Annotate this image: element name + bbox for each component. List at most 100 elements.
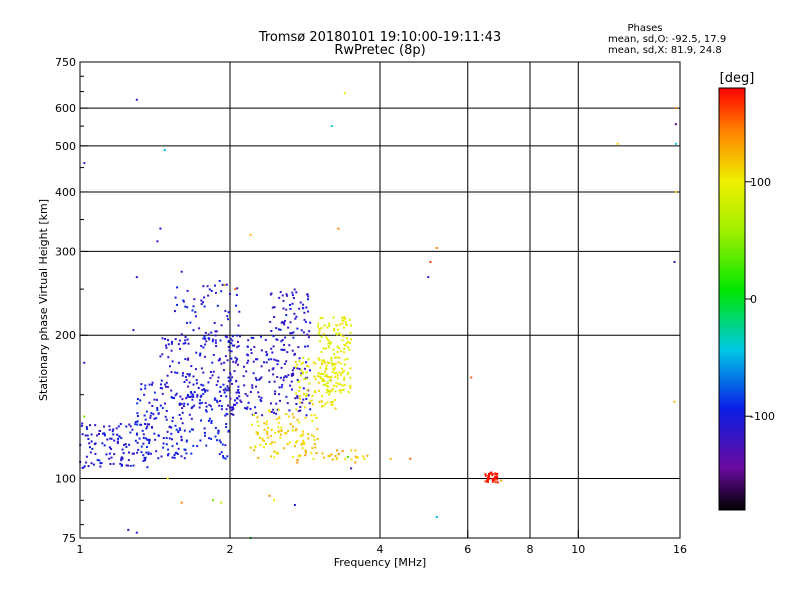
data-point (229, 372, 232, 375)
data-point (326, 361, 329, 364)
data-point (341, 339, 344, 342)
x-tick-labels: 1 2 4 6 8 10 16 (77, 530, 687, 556)
data-point (200, 394, 203, 397)
data-point (140, 451, 143, 454)
data-point (244, 407, 247, 410)
data-point (186, 403, 189, 406)
data-point (203, 431, 206, 434)
data-point (300, 329, 303, 332)
data-point (184, 342, 187, 345)
data-point (218, 357, 221, 360)
x-tick-label: 2 (227, 543, 234, 556)
data-point (89, 446, 91, 449)
data-point (326, 326, 329, 329)
data-point (337, 328, 340, 331)
data-point (319, 366, 322, 369)
data-point (283, 323, 286, 326)
data-point (328, 324, 331, 327)
data-point (209, 371, 212, 373)
data-point (246, 394, 249, 397)
data-point (282, 379, 285, 382)
data-point (151, 383, 153, 386)
data-point (224, 457, 227, 460)
data-point (280, 429, 283, 432)
data-point (165, 443, 168, 446)
data-point (340, 373, 342, 376)
data-point (200, 383, 203, 386)
data-point (212, 370, 215, 373)
data-point (303, 378, 306, 381)
data-point (320, 351, 323, 353)
data-point (189, 321, 192, 324)
data-point (192, 383, 195, 386)
data-point (343, 316, 346, 319)
data-point (321, 405, 323, 408)
data-point (182, 299, 185, 302)
data-point (128, 451, 130, 454)
data-point (270, 402, 272, 405)
data-point (209, 405, 212, 408)
data-point (170, 426, 173, 429)
data-point (234, 361, 237, 364)
data-point (197, 387, 200, 389)
data-point (337, 227, 340, 230)
data-point (224, 335, 227, 338)
data-point (190, 417, 193, 420)
data-point (210, 420, 213, 422)
data-point (171, 456, 174, 459)
data-point (144, 418, 147, 421)
data-point (285, 360, 288, 363)
data-point (144, 423, 146, 425)
x-tick-label: 16 (673, 543, 687, 556)
data-point (331, 458, 334, 461)
data-point (496, 481, 499, 484)
data-point (230, 413, 233, 415)
data-point (336, 374, 339, 377)
data-point (255, 379, 258, 381)
data-point (306, 364, 309, 367)
data-point (171, 340, 173, 343)
data-point (321, 379, 324, 382)
data-point (304, 454, 307, 457)
data-point (169, 365, 171, 368)
data-point (321, 452, 324, 455)
data-point (81, 422, 84, 425)
data-point (136, 451, 139, 454)
data-point (301, 361, 304, 364)
data-point (159, 404, 162, 407)
data-point (230, 409, 233, 412)
data-point (308, 402, 311, 405)
data-point (234, 288, 237, 291)
data-point (232, 360, 235, 363)
data-point (275, 418, 278, 420)
data-point (155, 450, 158, 453)
data-point (125, 425, 128, 428)
data-point (172, 416, 174, 419)
data-point (306, 293, 309, 296)
data-point (221, 443, 224, 446)
data-point (129, 464, 132, 467)
data-point (226, 359, 229, 362)
data-point (331, 404, 334, 406)
data-point (90, 462, 93, 465)
data-point (119, 423, 122, 425)
data-point (307, 394, 310, 397)
data-point (272, 335, 275, 338)
data-point (171, 360, 174, 363)
data-point (327, 455, 330, 458)
data-point (307, 298, 309, 301)
data-point (486, 479, 489, 482)
data-point (211, 408, 214, 411)
data-point (342, 335, 345, 338)
data-point (484, 480, 487, 483)
data-point (251, 386, 254, 389)
colorbar-ticks: -100 0 100 (745, 176, 775, 423)
data-point (289, 321, 292, 324)
data-point (229, 337, 232, 340)
data-point (296, 418, 299, 421)
data-point (293, 367, 296, 370)
data-point (85, 455, 88, 458)
data-point (325, 367, 328, 370)
data-point (208, 437, 211, 440)
data-point (259, 398, 262, 401)
